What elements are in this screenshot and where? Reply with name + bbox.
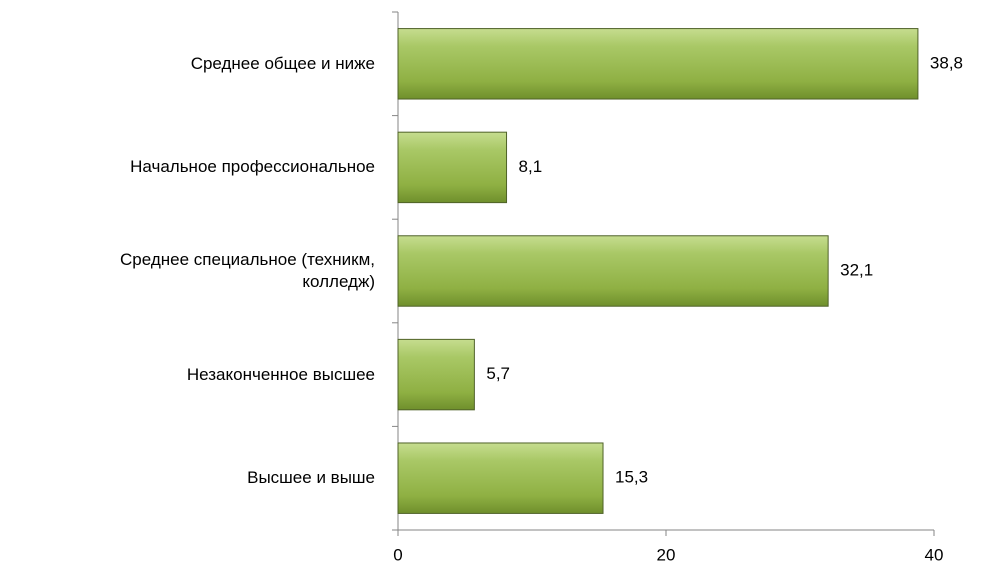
bar	[397, 28, 919, 100]
x-tick-label: 40	[925, 545, 944, 564]
data-label: 38,8	[930, 53, 963, 72]
bar	[397, 338, 475, 411]
y-tick-label: Среднее специальное (техникм, колледж)	[120, 250, 375, 291]
data-label: 5,7	[486, 364, 510, 383]
bar	[397, 235, 829, 307]
bar	[397, 442, 604, 514]
data-label: 8,1	[519, 157, 543, 176]
bar	[397, 131, 508, 204]
x-tick-label: 0	[393, 545, 402, 564]
data-label: 32,1	[840, 260, 873, 279]
y-tick-label: Начальное профессиональное	[130, 157, 375, 177]
data-label: 15,3	[615, 468, 648, 487]
y-tick-label: Незаконченное высшее	[186, 364, 375, 384]
x-tick-label: 20	[657, 545, 676, 564]
y-tick-label: Среднее общее и ниже	[190, 53, 375, 73]
y-tick-label: Высшее и выше	[247, 468, 375, 488]
